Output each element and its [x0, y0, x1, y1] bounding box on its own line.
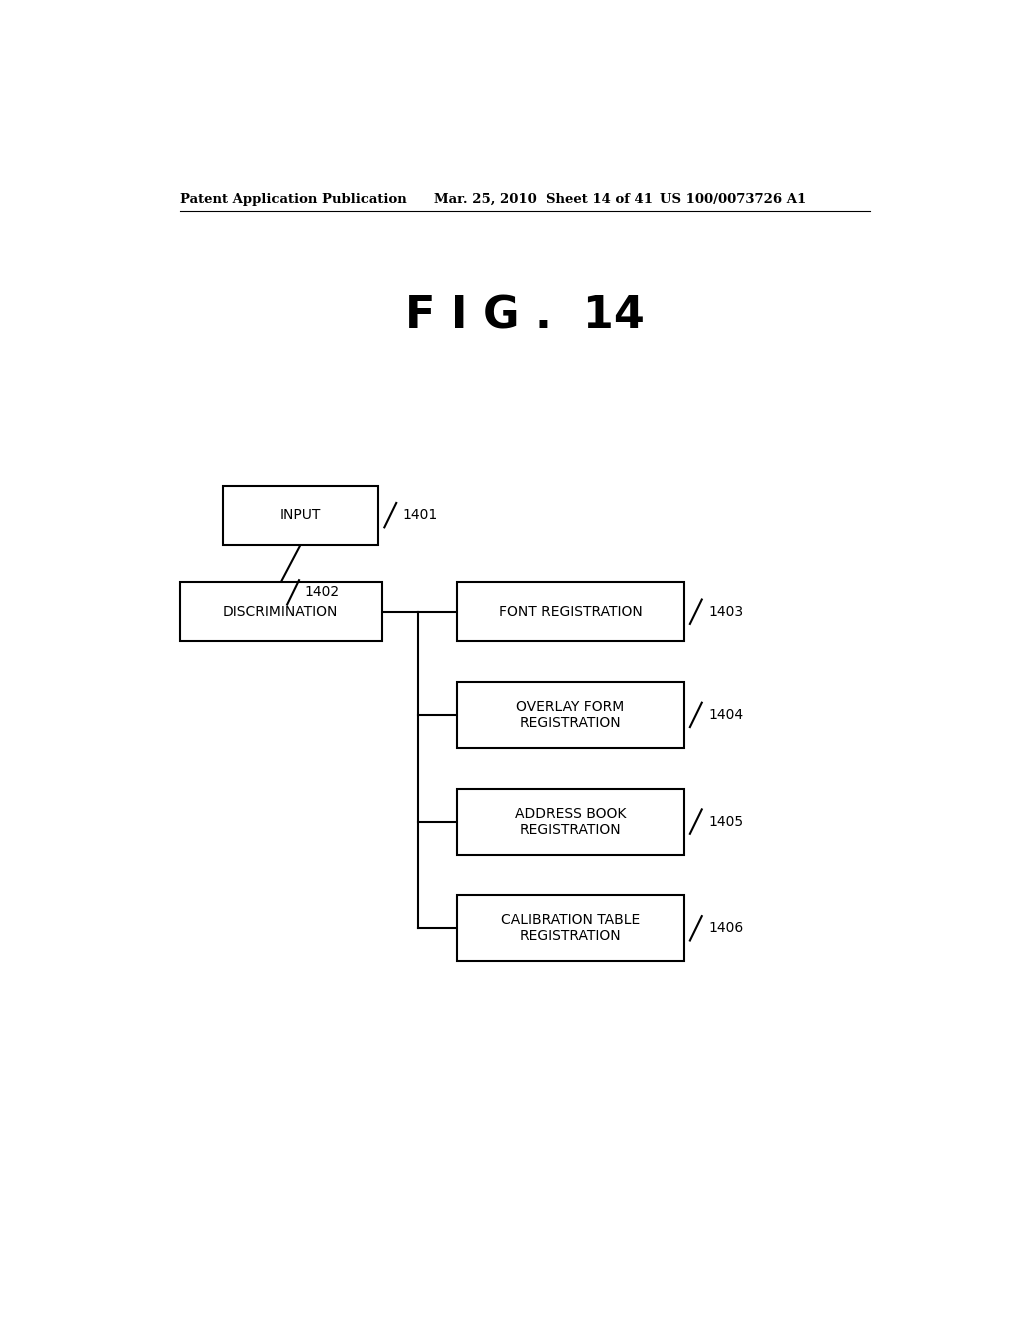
FancyBboxPatch shape: [458, 582, 684, 642]
Text: DISCRIMINATION: DISCRIMINATION: [223, 605, 339, 619]
FancyBboxPatch shape: [458, 682, 684, 748]
Text: 1402: 1402: [304, 585, 340, 599]
Text: US 100/0073726 A1: US 100/0073726 A1: [659, 193, 806, 206]
FancyBboxPatch shape: [179, 582, 382, 642]
Text: OVERLAY FORM
REGISTRATION: OVERLAY FORM REGISTRATION: [516, 700, 625, 730]
Text: 1401: 1401: [402, 508, 438, 523]
FancyBboxPatch shape: [458, 788, 684, 854]
Text: CALIBRATION TABLE
REGISTRATION: CALIBRATION TABLE REGISTRATION: [501, 913, 640, 944]
Text: Patent Application Publication: Patent Application Publication: [179, 193, 407, 206]
Text: 1404: 1404: [709, 708, 743, 722]
Text: INPUT: INPUT: [280, 508, 322, 523]
FancyBboxPatch shape: [458, 895, 684, 961]
Text: 1405: 1405: [709, 814, 743, 829]
Text: 1403: 1403: [709, 605, 743, 619]
Text: Mar. 25, 2010  Sheet 14 of 41: Mar. 25, 2010 Sheet 14 of 41: [433, 193, 652, 206]
FancyBboxPatch shape: [223, 486, 378, 545]
Text: FONT REGISTRATION: FONT REGISTRATION: [499, 605, 642, 619]
Text: 1406: 1406: [709, 921, 743, 936]
Text: F I G .  14: F I G . 14: [404, 294, 645, 338]
Text: ADDRESS BOOK
REGISTRATION: ADDRESS BOOK REGISTRATION: [515, 807, 626, 837]
